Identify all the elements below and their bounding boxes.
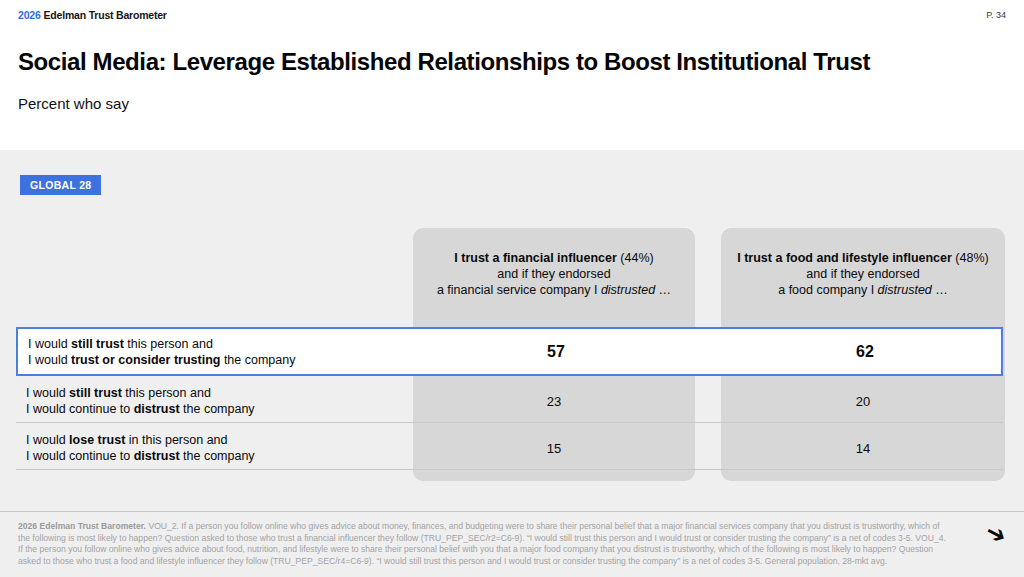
footnote: 2026 Edelman Trust Barometer. VOU_2. If … xyxy=(18,521,946,567)
table-row-lose-trust-distrust-company: I would lose trust in this person and I … xyxy=(16,426,1003,470)
row-label: I would still trust this person and I wo… xyxy=(26,384,255,417)
row-label-line1: I would still trust this person and xyxy=(28,335,295,352)
column-subtitle: and if they endorsed xyxy=(721,266,1005,282)
header-bar: 2026Edelman Trust Barometer P. 34 xyxy=(0,0,1024,30)
cell-value: 23 xyxy=(413,393,695,408)
column-title: I trust a financial influencer (44%) xyxy=(413,250,695,266)
row-label-line1: I would lose trust in this person and xyxy=(26,431,255,448)
cell-value: 57 xyxy=(415,343,697,361)
page-subtitle: Percent who say xyxy=(18,95,129,112)
brand-logo: 2026Edelman Trust Barometer xyxy=(18,9,167,21)
column-condition: a financial service company I distrusted… xyxy=(413,282,695,298)
divider xyxy=(0,511,1024,512)
brand-year: 2026 xyxy=(18,9,41,21)
table-row-still-trust-distrust-company: I would still trust this person and I wo… xyxy=(16,379,1003,423)
cell-value: 14 xyxy=(721,440,1005,455)
table-row-still-trust-company-highlighted: I would still trust this person and I wo… xyxy=(16,327,1003,376)
footnote-source: 2026 Edelman Trust Barometer. xyxy=(18,521,146,531)
row-label-line2: I would continue to distrust the company xyxy=(26,448,255,465)
slide: 2026Edelman Trust Barometer P. 34 Social… xyxy=(0,0,1024,577)
cell-value: 15 xyxy=(413,440,695,455)
footnote-text: VOU_2. If a person you follow online who… xyxy=(18,521,946,566)
column-title: I trust a food and lifestyle influencer … xyxy=(721,250,1005,266)
row-label-line2: I would trust or consider trusting the c… xyxy=(28,352,295,369)
page-number: P. 34 xyxy=(986,10,1006,20)
row-label: I would lose trust in this person and I … xyxy=(26,431,255,464)
row-label: I would still trust this person and I wo… xyxy=(28,335,295,368)
column-condition: a food company I distrusted … xyxy=(721,282,1005,298)
cell-value: 20 xyxy=(721,393,1005,408)
cell-value: 62 xyxy=(723,343,1007,361)
column-subtitle: and if they endorsed xyxy=(413,266,695,282)
page-title: Social Media: Leverage Established Relat… xyxy=(18,48,958,76)
brand-name: Edelman Trust Barometer xyxy=(44,9,167,21)
global-28-badge: GLOBAL 28 xyxy=(20,175,101,195)
row-label-line1: I would still trust this person and xyxy=(26,384,255,401)
row-label-line2: I would continue to distrust the company xyxy=(26,401,255,418)
